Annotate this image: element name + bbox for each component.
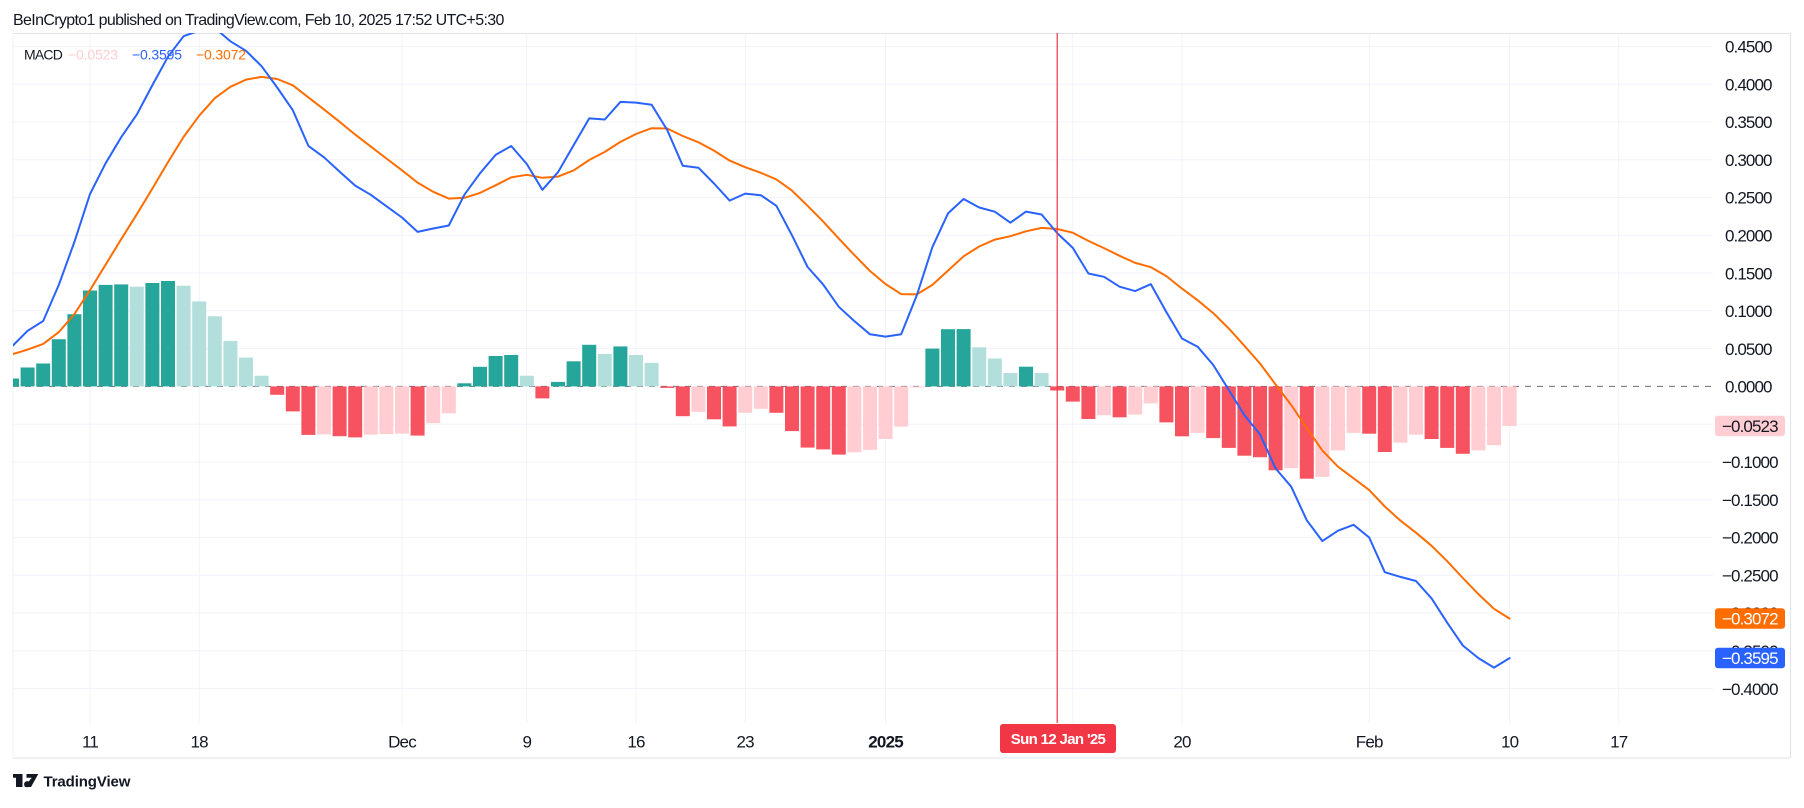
svg-text:0.1500: 0.1500 <box>1725 264 1772 283</box>
svg-text:10: 10 <box>1501 733 1519 752</box>
svg-text:0.0000: 0.0000 <box>1725 378 1772 397</box>
svg-text:−0.0523: −0.0523 <box>68 47 118 63</box>
svg-text:−0.3072: −0.3072 <box>1722 610 1778 629</box>
svg-text:0.1000: 0.1000 <box>1725 302 1772 321</box>
svg-text:20: 20 <box>1173 733 1191 752</box>
svg-text:−0.3072: −0.3072 <box>196 47 246 63</box>
svg-text:16: 16 <box>627 733 645 752</box>
svg-text:−0.1500: −0.1500 <box>1722 491 1778 510</box>
svg-text:0.0500: 0.0500 <box>1725 340 1772 359</box>
svg-text:0.4000: 0.4000 <box>1725 75 1772 94</box>
svg-text:23: 23 <box>737 733 755 752</box>
svg-text:−0.3595: −0.3595 <box>1722 649 1778 668</box>
svg-text:0.2000: 0.2000 <box>1725 227 1772 246</box>
svg-text:0.3500: 0.3500 <box>1725 113 1772 132</box>
svg-text:0.3000: 0.3000 <box>1725 151 1772 170</box>
svg-text:2025: 2025 <box>868 733 903 752</box>
svg-text:Sun 12 Jan '25: Sun 12 Jan '25 <box>1011 731 1106 748</box>
svg-text:11: 11 <box>82 733 98 752</box>
svg-text:TradingView: TradingView <box>44 774 131 791</box>
svg-text:−0.4000: −0.4000 <box>1722 680 1778 699</box>
svg-text:Feb: Feb <box>1356 733 1383 752</box>
svg-text:−0.2000: −0.2000 <box>1722 529 1778 548</box>
svg-text:9: 9 <box>522 733 531 752</box>
svg-text:−0.2500: −0.2500 <box>1722 567 1778 586</box>
svg-text:−0.3595: −0.3595 <box>132 47 182 63</box>
svg-text:0.4500: 0.4500 <box>1725 38 1772 57</box>
svg-text:−0.0523: −0.0523 <box>1722 417 1778 436</box>
svg-text:MACD: MACD <box>24 47 63 63</box>
svg-text:Dec: Dec <box>388 733 417 752</box>
svg-text:18: 18 <box>191 733 209 752</box>
svg-text:17: 17 <box>1610 733 1628 752</box>
svg-text:BeInCrypto1 published on Tradi: BeInCrypto1 published on TradingView.com… <box>13 12 505 29</box>
svg-text:0.2500: 0.2500 <box>1725 189 1772 208</box>
svg-text:−0.1000: −0.1000 <box>1722 453 1778 472</box>
